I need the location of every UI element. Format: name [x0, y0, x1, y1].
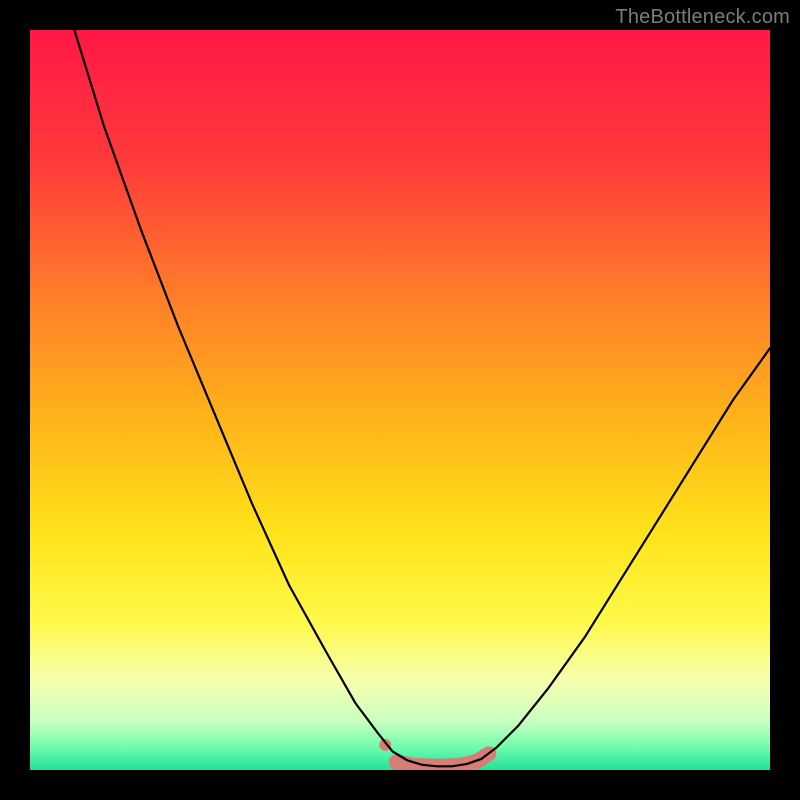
- bottleneck-curve-chart: [0, 0, 800, 800]
- watermark: TheBottleneck.com: [615, 6, 790, 29]
- gradient-plot-background: [30, 30, 770, 770]
- stage: TheBottleneck.com: [0, 0, 800, 800]
